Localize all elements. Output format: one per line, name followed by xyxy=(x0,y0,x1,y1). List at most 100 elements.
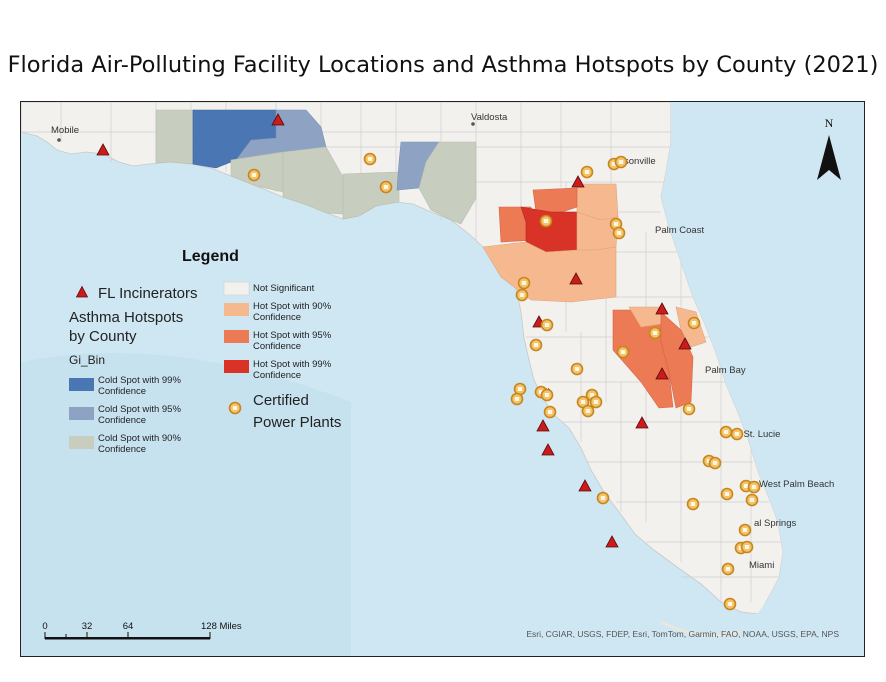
legend-hot95-line2: Confidence xyxy=(253,341,301,352)
north-arrow-icon xyxy=(817,135,841,180)
hot-spot-95-brevard xyxy=(660,311,694,409)
incinerator-marker xyxy=(655,367,669,380)
legend-swatch-notsig xyxy=(223,281,250,296)
cold-spot-90-panhandle-west xyxy=(155,109,194,165)
city-jacksonville: sonville xyxy=(624,156,656,167)
power-plant-glyph-icon xyxy=(543,219,549,223)
city-valdosta: Valdosta xyxy=(471,112,508,123)
legend-incinerators-label: FL Incinerators xyxy=(98,285,198,302)
legend-cold90-line2: Confidence xyxy=(98,444,146,455)
power-plant-glyph-icon xyxy=(690,502,696,506)
atlantic-water xyxy=(661,102,864,656)
power-plant-glyph-icon xyxy=(751,485,757,489)
city-miami: Miami xyxy=(749,560,774,571)
city-mobile: Mobile xyxy=(51,125,79,136)
city-palm-bay: Palm Bay xyxy=(705,365,746,376)
legend-hot99-line1: Hot Spot with 99% xyxy=(253,359,332,370)
power-plant-glyph-icon xyxy=(724,492,730,496)
city-dot xyxy=(471,122,475,126)
map-title: Florida Air-Polluting Facility Locations… xyxy=(7,52,879,78)
scale-tick-128: 128 Miles xyxy=(201,621,242,632)
power-plant-glyph-icon xyxy=(744,545,750,549)
power-plant-glyph-icon xyxy=(521,281,527,285)
legend-swatch-hot95 xyxy=(224,330,249,343)
power-plant-glyph-icon xyxy=(533,343,539,347)
power-plants-layer xyxy=(247,152,761,611)
legend-cold95-line1: Cold Spot with 95% xyxy=(98,404,181,415)
incinerators-layer xyxy=(96,113,692,548)
power-plant-glyph-icon xyxy=(544,393,550,397)
power-plant-glyph-icon xyxy=(580,400,586,404)
power-plant-glyph-icon xyxy=(749,498,755,502)
power-plant-glyph-icon xyxy=(514,397,520,401)
incinerator-marker xyxy=(569,272,583,285)
legend-hot99-line2: Confidence xyxy=(253,370,301,381)
legend-swatch-hot90 xyxy=(224,303,249,316)
florida-map: Mobile Valdosta sonville Palm Coast Palm… xyxy=(21,102,864,656)
incinerator-marker xyxy=(578,479,592,492)
power-plant-glyph-icon xyxy=(574,367,580,371)
power-plant-glyph-icon xyxy=(727,602,733,606)
legend-asthma-title-1: Asthma Hotspots xyxy=(69,309,183,326)
scale-tick-32: 32 xyxy=(82,621,93,632)
power-plant-glyph-icon xyxy=(723,430,729,434)
legend-title: Legend xyxy=(182,248,239,265)
power-plant-glyph-icon xyxy=(600,496,606,500)
power-plant-glyph-icon xyxy=(593,400,599,404)
legend-cold95-line2: Confidence xyxy=(98,415,146,426)
legend-asthma-title-2: by County xyxy=(69,328,137,345)
power-plant-glyph-icon xyxy=(686,407,692,411)
power-plant-glyph-icon xyxy=(585,409,591,413)
power-plant-glyph-icon xyxy=(251,173,257,177)
legend-cold99-line1: Cold Spot with 99% xyxy=(98,375,181,386)
legend-notsig-line1: Not Significant xyxy=(253,283,315,294)
power-plant-glyph-icon xyxy=(367,157,373,161)
city-palm-coast: Palm Coast xyxy=(655,225,704,236)
power-plant-glyph-icon xyxy=(691,321,697,325)
incinerator-marker xyxy=(635,416,649,429)
incinerator-marker xyxy=(96,143,110,156)
incinerator-marker xyxy=(605,535,619,548)
legend-swatch-cold95 xyxy=(69,407,94,420)
power-plant-glyph-icon xyxy=(742,528,748,532)
legend-plants-line1: Certified xyxy=(253,392,309,409)
legend-cold90-line1: Cold Spot with 90% xyxy=(98,433,181,444)
north-arrow-label: N xyxy=(825,116,834,130)
incinerator-marker xyxy=(536,419,550,432)
incinerator-marker xyxy=(541,443,555,456)
scale-bar: 0 32 64 128 Miles xyxy=(42,621,242,640)
scale-tick-0: 0 xyxy=(42,621,47,632)
scale-tick-64: 64 xyxy=(123,621,134,632)
power-plant-glyph-icon xyxy=(584,170,590,174)
power-plant-glyph-icon xyxy=(725,567,731,571)
city-west-palm-beach: West Palm Beach xyxy=(759,479,834,490)
power-plant-glyph-icon xyxy=(652,331,658,335)
legend-swatch-hot99 xyxy=(224,360,249,373)
legend-incinerator-triangle-icon xyxy=(75,285,89,298)
power-plant-glyph-icon xyxy=(743,484,749,488)
power-plant-glyph-icon xyxy=(589,393,595,397)
power-plant-glyph-icon xyxy=(706,459,712,463)
power-plant-glyph-icon xyxy=(538,390,544,394)
legend-hot90-line1: Hot Spot with 90% xyxy=(253,301,332,312)
legend-cold99-line2: Confidence xyxy=(98,386,146,397)
city-port-st-lucie: rt St. Lucie xyxy=(735,429,780,440)
legend-swatch-cold99 xyxy=(69,378,94,391)
power-plant-glyph-icon xyxy=(383,185,389,189)
power-plant-glyph-icon xyxy=(613,222,619,226)
legend-gi-bin: Gi_Bin xyxy=(69,353,105,367)
legend-swatch-cold90 xyxy=(69,436,94,449)
power-plant-glyph-icon xyxy=(618,160,624,164)
legend-plants-line2: Power Plants xyxy=(253,414,341,431)
power-plant-glyph-icon xyxy=(232,406,238,410)
power-plant-glyph-icon xyxy=(712,461,718,465)
deep-water xyxy=(21,353,351,656)
florida-keys xyxy=(660,620,742,637)
incinerator-marker xyxy=(571,175,585,188)
power-plant-glyph-icon xyxy=(620,350,626,354)
hot-spot-95-union xyxy=(532,187,578,215)
cold-spot-90-taylor xyxy=(418,141,477,225)
incinerator-marker xyxy=(678,337,692,350)
map-credit: Esri, CGIAR, USGS, FDEP, Esri, TomTom, G… xyxy=(526,629,839,639)
city-dot xyxy=(57,138,61,142)
